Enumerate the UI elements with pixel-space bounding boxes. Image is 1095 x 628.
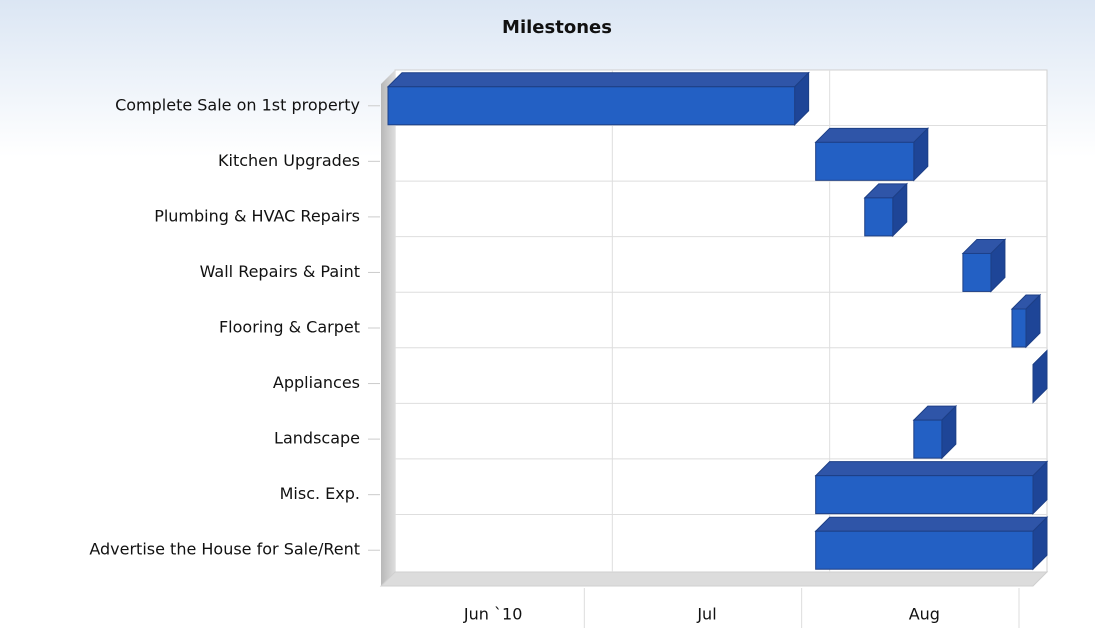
bar-side (1032, 349, 1048, 404)
bar (1011, 308, 1027, 348)
x-tick-label: Jul (696, 605, 716, 624)
chart-title: Milestones (502, 17, 612, 38)
x-tick-label: Jun `10 (463, 605, 522, 624)
bar (962, 252, 992, 292)
bar (815, 530, 1034, 570)
y-tick-label: Kitchen Upgrades (218, 151, 360, 170)
y-tick-label: Landscape (274, 429, 360, 448)
y-tick-label: Appliances (273, 373, 360, 392)
plot-floor (379, 571, 1049, 587)
y-tick-label: Complete Sale on 1st property (115, 95, 360, 114)
bar (815, 475, 1034, 515)
x-tick-label: Aug (909, 605, 940, 624)
plot-left-wall (381, 70, 395, 586)
bar-top (814, 461, 1049, 477)
y-tick-label: Advertise the House for Sale/Rent (89, 540, 360, 559)
y-tick-label: Misc. Exp. (280, 484, 360, 503)
bar (387, 86, 796, 126)
bar-top (386, 72, 810, 88)
bar-top (814, 127, 930, 143)
y-tick-label: Flooring & Carpet (219, 318, 360, 337)
bar (864, 197, 894, 237)
y-tick-label: Wall Repairs & Paint (200, 262, 360, 281)
y-tick-label: Plumbing & HVAC Repairs (154, 206, 360, 225)
bar (913, 419, 943, 459)
bar-top (814, 516, 1049, 532)
bar (815, 141, 915, 181)
